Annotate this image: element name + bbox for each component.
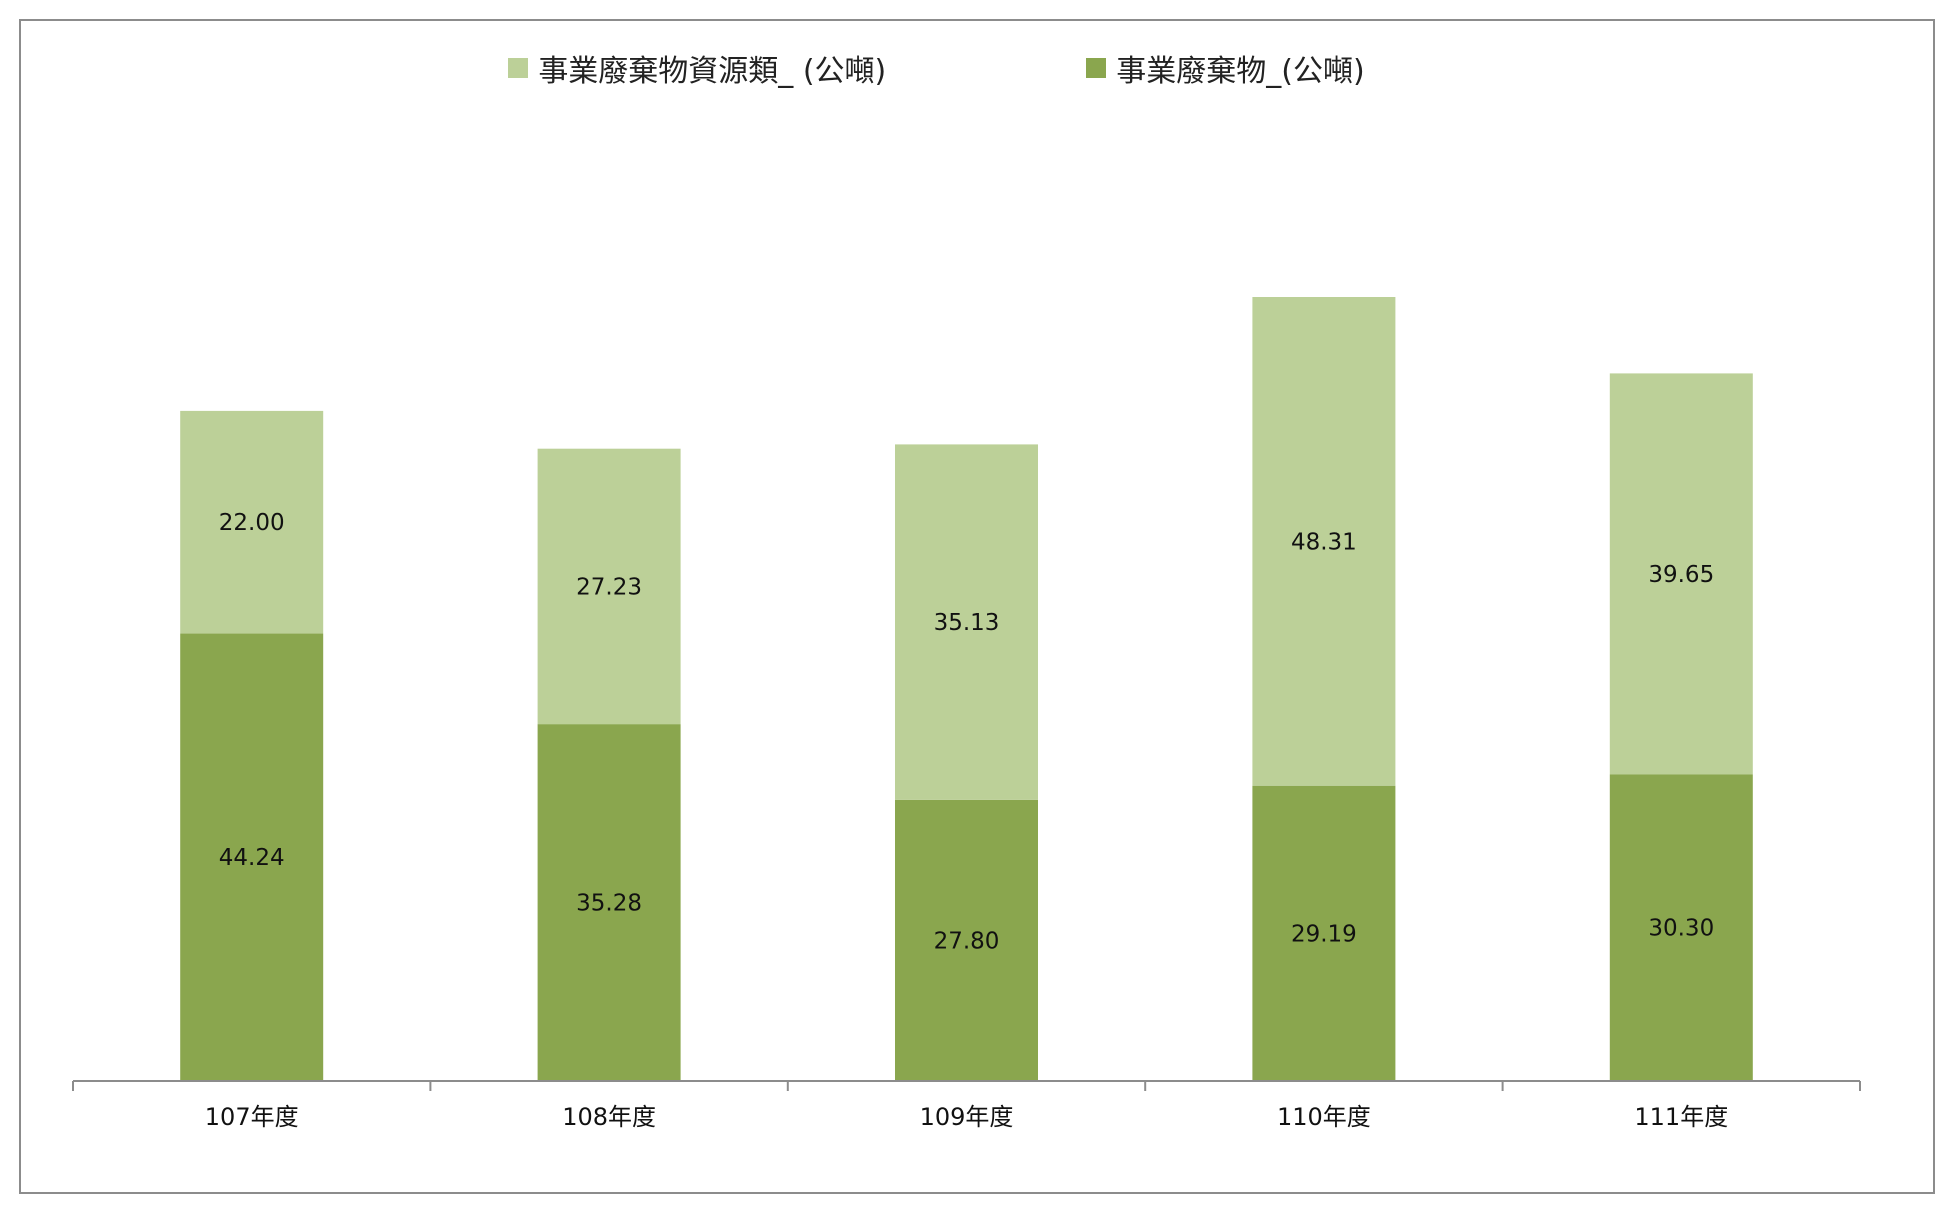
x-tick-label-4: 111年度 (1634, 1103, 1728, 1131)
bar-segment-resource-waste-3 (1252, 297, 1396, 786)
data-label-business-waste-2: 27.80 (934, 928, 1000, 954)
data-label-resource-waste-1: 27.23 (576, 574, 642, 600)
legend-label-resource-waste: 事業廢棄物資源類_ (公噸) (538, 54, 887, 89)
bar-segment-resource-waste-2 (895, 444, 1038, 800)
x-tick-label-3: 110年度 (1277, 1103, 1371, 1131)
data-label-business-waste-3: 29.19 (1291, 921, 1357, 947)
data-label-resource-waste-3: 48.31 (1291, 529, 1357, 555)
chart-legend: 事業廢棄物資源類_ (公噸) 事業廢棄物_(公噸) (0, 46, 1913, 90)
x-tick-label-2: 109年度 (920, 1103, 1014, 1131)
data-label-resource-waste-0: 22.00 (219, 510, 285, 536)
legend-item-resource-waste: 事業廢棄物資源類_ (公噸) (508, 46, 886, 90)
bar-segment-resource-waste-0 (180, 410, 324, 634)
bar-segment-business-waste-4 (1609, 774, 1753, 1081)
legend-item-business-waste: 事業廢棄物_(公噸) (1086, 46, 1365, 90)
data-label-resource-waste-4: 39.65 (1648, 562, 1714, 588)
legend-swatch-business-waste (1086, 58, 1107, 78)
data-label-business-waste-1: 35.28 (576, 891, 642, 917)
x-tick-label-1: 108年度 (562, 1103, 656, 1131)
bar-segment-business-waste-0 (180, 633, 324, 1081)
bar-segment-business-waste-1 (537, 724, 681, 1081)
x-tick-label-0: 107年度 (205, 1103, 299, 1131)
data-label-business-waste-0: 44.24 (219, 845, 285, 871)
bar-segment-business-waste-2 (895, 799, 1038, 1081)
legend-swatch-resource-waste (508, 58, 529, 78)
data-label-resource-waste-2: 35.13 (934, 610, 1000, 636)
bar-segment-resource-waste-1 (537, 448, 681, 725)
legend-label-business-waste: 事業廢棄物_(公噸) (1116, 54, 1365, 89)
bar-segment-resource-waste-4 (1609, 373, 1753, 775)
data-label-business-waste-4: 30.30 (1648, 916, 1714, 942)
bar-segment-business-waste-3 (1252, 785, 1396, 1081)
